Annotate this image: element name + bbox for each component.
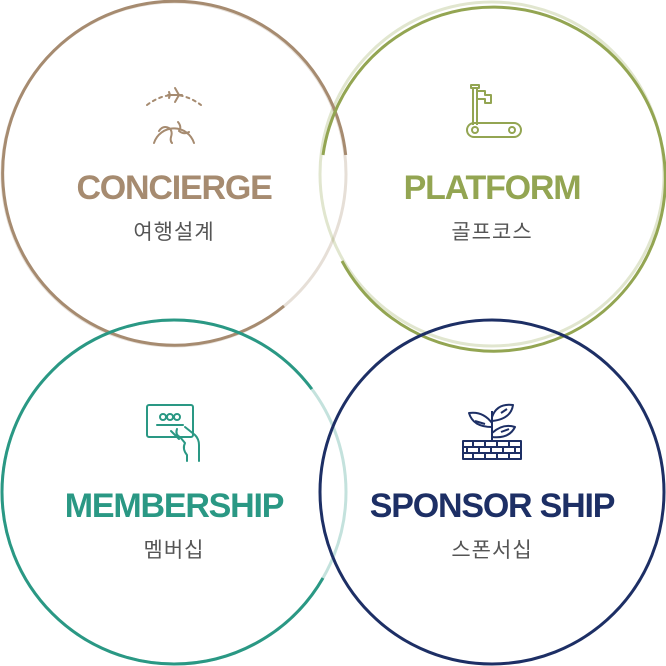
concierge-ring [1, 0, 348, 347]
concierge-title: CONCIERGE [76, 169, 272, 207]
sponsorship-card[interactable]: SPONSOR SHIP 스폰서십 [319, 319, 665, 665]
plant-bricks-icon [457, 397, 527, 467]
platform-title: PLATFORM [403, 169, 582, 207]
membership-subtitle: 멤버십 [143, 538, 205, 562]
sponsorship-ring [318, 318, 666, 666]
sponsorship-subtitle: 스폰서십 [451, 538, 533, 562]
platform-card[interactable]: PLATFORM 골프코스 [319, 1, 665, 347]
concierge-subtitle: 여행설계 [133, 220, 215, 244]
golf-flag-icon [457, 79, 527, 149]
concierge-card[interactable]: CONCIERGE 여행설계 [1, 1, 347, 347]
membership-card[interactable]: MEMBERSHIP 멤버십 [1, 319, 347, 665]
membership-ring [0, 318, 348, 666]
membership-title: MEMBERSHIP [64, 487, 285, 525]
platform-subtitle: 골프코스 [451, 220, 533, 244]
sponsorship-title: SPONSOR SHIP [369, 487, 616, 525]
membership-card-icon [139, 397, 209, 467]
globe-airplane-icon [139, 79, 209, 149]
platform-ring [321, 5, 666, 353]
